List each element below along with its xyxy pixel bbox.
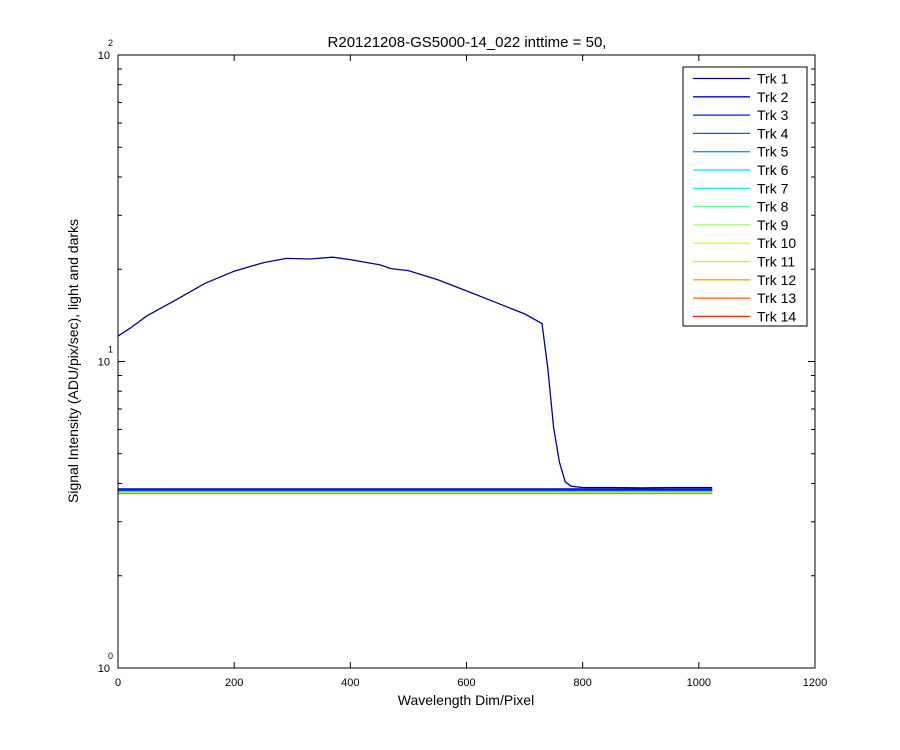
legend-label: Trk 6 [757, 162, 789, 178]
x-tick-label: 1200 [803, 677, 827, 689]
y-tick-label: 10 [98, 663, 110, 675]
x-tick-label: 800 [573, 677, 591, 689]
y-tick-label: 10 [98, 50, 110, 62]
y-tick-exponent: 2 [108, 38, 113, 48]
x-tick-label: 200 [225, 677, 243, 689]
x-tick-label: 400 [341, 677, 359, 689]
y-tick-exponent: 1 [108, 345, 113, 355]
legend-label: Trk 12 [757, 272, 796, 288]
chart-title: R20121208-GS5000-14_022 inttime = 50, [328, 34, 607, 51]
legend-box [682, 66, 808, 327]
legend-label: Trk 14 [757, 308, 796, 324]
legend-label: Trk 1 [757, 71, 789, 87]
series-line-trk-1 [117, 256, 713, 489]
plot-frame [117, 54, 816, 669]
legend-label: Trk 3 [757, 107, 789, 123]
x-tick-label: 600 [457, 677, 475, 689]
legend-label: Trk 13 [757, 290, 796, 306]
legend-label: Trk 5 [757, 144, 789, 160]
legend-label: Trk 11 [757, 254, 795, 270]
y-tick-exponent: 0 [108, 651, 113, 661]
legend-label: Trk 9 [757, 217, 789, 233]
legend-label: Trk 4 [757, 125, 789, 141]
ticks-layer: 0 200 400 600 800 1000 1200 10 0 10 1 10 2 [98, 38, 827, 689]
legend-label: Trk 7 [757, 180, 789, 196]
legend-items: Trk 1 Trk 2 Trk 3 Trk 4 Trk 5 Trk 6 Trk 7 Trk 8… [693, 71, 796, 324]
x-axis-title: Wavelength Dim/Pixel [398, 692, 534, 708]
y-axis-title: Signal Intensity (ADU/pix/sec), light an… [65, 219, 81, 503]
x-tick-label: 0 [115, 677, 121, 689]
x-tick-label: 1000 [687, 677, 711, 689]
legend-label: Trk 2 [757, 89, 789, 105]
series-layer [117, 256, 713, 495]
legend-label: Trk 10 [757, 235, 796, 251]
legend-label: Trk 8 [757, 199, 789, 215]
legend: Trk 1 Trk 2 Trk 3 Trk 4 Trk 5 Trk 6 Trk 7 Trk 8… [682, 66, 808, 327]
y-tick-label: 10 [98, 357, 110, 369]
